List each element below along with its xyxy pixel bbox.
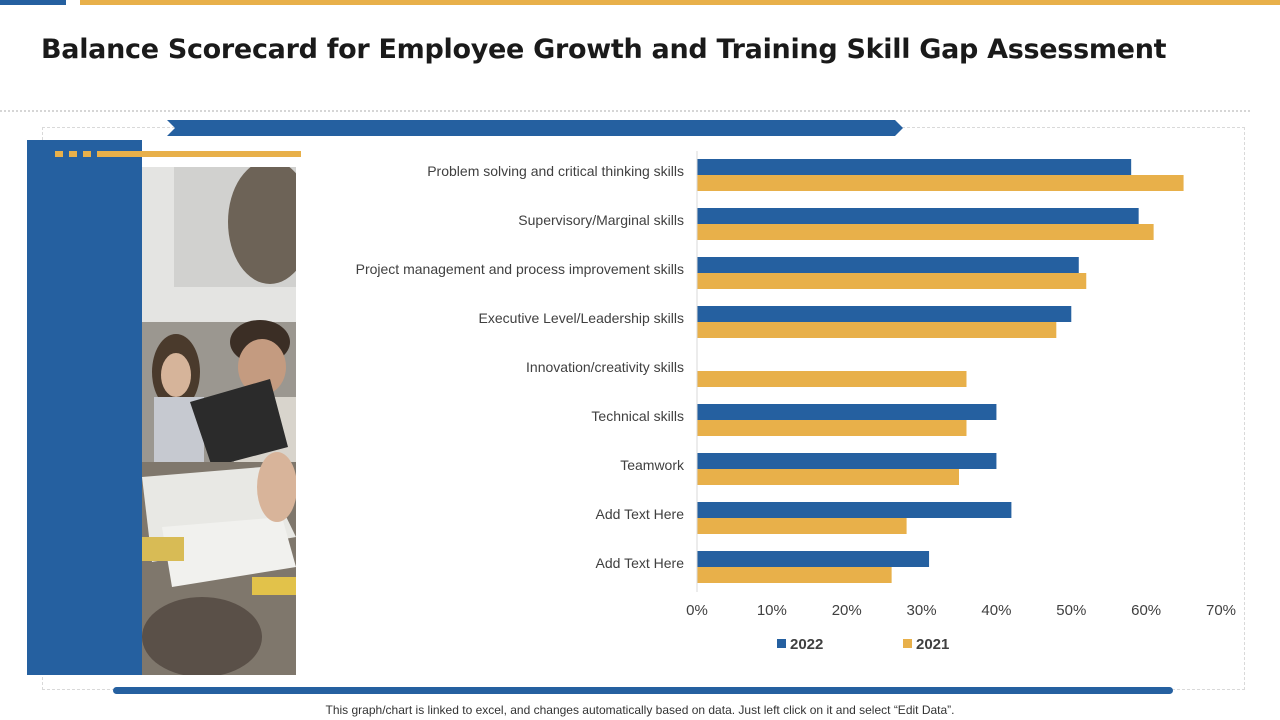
legend-swatch-2021: [903, 639, 912, 648]
team-meeting-photo: [142, 167, 296, 675]
top-accent-bar-gold: [80, 0, 1280, 5]
bar-2021: [697, 224, 1154, 240]
x-tick-label: 20%: [832, 602, 862, 619]
bar-2022: [697, 551, 930, 567]
x-tick-label: 60%: [1131, 602, 1161, 619]
accent-dot-3: [83, 151, 91, 157]
bar-2022: [697, 404, 997, 420]
side-blue-panel: [27, 140, 142, 675]
bar-2022: [697, 306, 1072, 322]
category-label: Add Text Here: [596, 555, 685, 571]
legend-label-2022: 2022: [790, 636, 823, 653]
x-tick-label: 0%: [686, 602, 708, 619]
accent-line: [97, 151, 301, 157]
top-accent-bar-blue: [0, 0, 66, 5]
bar-2021: [697, 273, 1087, 289]
bar-2021: [697, 371, 967, 387]
bar-2022: [697, 453, 997, 469]
category-label: Problem solving and critical thinking sk…: [427, 163, 684, 179]
bar-2021: [697, 420, 967, 436]
category-label: Technical skills: [591, 408, 684, 424]
accent-dot-2: [69, 151, 77, 157]
bottom-accent-bar: [113, 687, 1173, 694]
category-label: Project management and process improveme…: [356, 261, 684, 277]
legend-swatch-2022: [777, 639, 786, 648]
category-label: Teamwork: [620, 457, 685, 473]
x-tick-label: 40%: [981, 602, 1011, 619]
page-title: Balance Scorecard for Employee Growth an…: [41, 34, 1167, 65]
category-label: Add Text Here: [596, 506, 685, 522]
x-tick-label: 50%: [1056, 602, 1086, 619]
category-label: Supervisory/Marginal skills: [518, 212, 684, 228]
title-divider: [0, 110, 1250, 112]
x-tick-label: 10%: [757, 602, 787, 619]
photo-illustration: [142, 167, 296, 675]
bar-2022: [697, 257, 1079, 273]
bar-2021: [697, 322, 1057, 338]
category-label: Innovation/creativity skills: [526, 359, 684, 375]
bar-2021: [697, 175, 1184, 191]
x-tick-label: 30%: [907, 602, 937, 619]
bar-2021: [697, 518, 907, 534]
category-labels: Problem solving and critical thinking sk…: [356, 163, 685, 571]
footnote: This graph/chart is linked to excel, and…: [325, 703, 955, 717]
category-label: Executive Level/Leadership skills: [479, 310, 684, 326]
bar-2022: [697, 502, 1012, 518]
bar-2021: [697, 567, 892, 583]
bar-2022: [697, 159, 1132, 175]
legend: 2022 2021: [777, 636, 949, 653]
bar-2022: [697, 208, 1139, 224]
x-tick-labels: 0% 10% 20% 30% 40% 50% 60% 70%: [686, 602, 1236, 619]
top-arrow-banner: [167, 120, 903, 136]
legend-label-2021: 2021: [916, 636, 949, 653]
bar-2021: [697, 469, 959, 485]
accent-dot-1: [55, 151, 63, 157]
bars-layer: [697, 159, 1184, 583]
x-tick-label: 70%: [1206, 602, 1236, 619]
